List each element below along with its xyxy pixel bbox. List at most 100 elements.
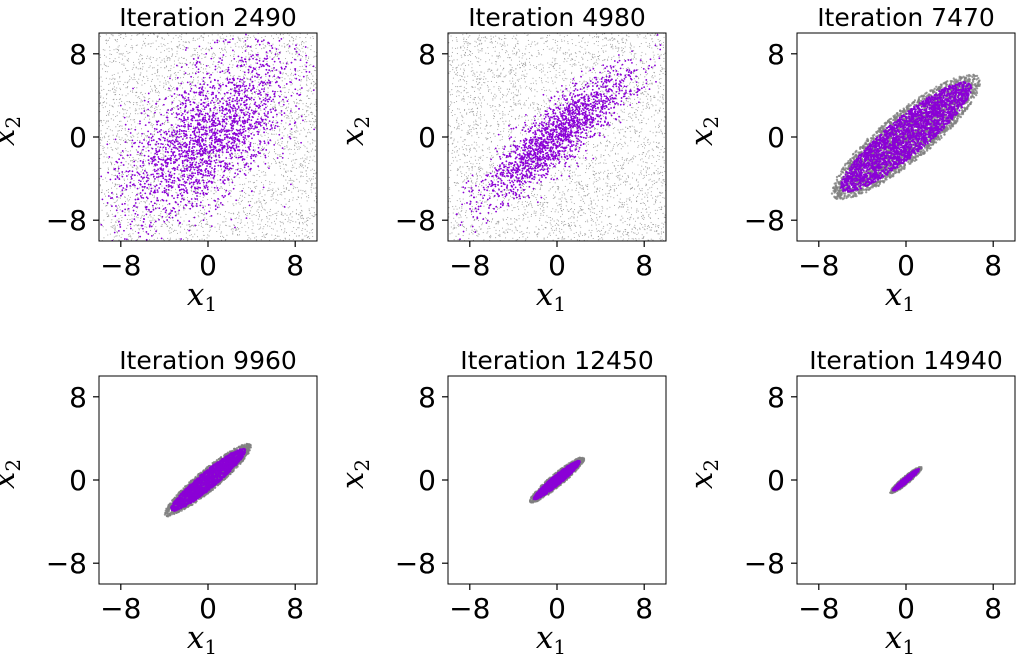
samples-point <box>267 112 269 115</box>
background-point <box>199 222 201 224</box>
background-point <box>146 226 148 228</box>
background-point <box>230 60 232 62</box>
background-point <box>192 68 194 70</box>
background-point <box>267 87 269 89</box>
background-point <box>275 162 277 165</box>
background-point <box>143 62 145 64</box>
background-point <box>298 143 300 145</box>
background-point <box>139 112 141 114</box>
background-point <box>127 59 129 62</box>
samples-point <box>247 68 250 71</box>
background-point <box>151 193 153 195</box>
background-point <box>304 235 306 237</box>
background-point <box>314 126 316 128</box>
samples-point <box>233 87 236 89</box>
samples-point <box>239 84 241 87</box>
background-point <box>298 181 300 183</box>
background-point <box>241 106 243 108</box>
background-point <box>155 119 157 121</box>
background-point <box>285 114 287 116</box>
samples-point <box>281 137 284 140</box>
background-point <box>288 199 291 201</box>
samples-point <box>157 142 160 145</box>
samples-point <box>252 149 255 152</box>
background-point <box>291 182 293 184</box>
background-point <box>296 102 298 104</box>
background-point <box>245 62 248 64</box>
background-point <box>185 62 187 65</box>
background-point <box>280 155 282 158</box>
samples-point <box>183 149 186 152</box>
background-point <box>284 228 286 230</box>
background-point <box>148 210 151 212</box>
background-point <box>301 47 303 49</box>
samples-point <box>165 199 168 202</box>
background-point <box>292 43 294 45</box>
background-point <box>123 140 125 142</box>
background-point <box>100 119 102 122</box>
background-point <box>265 96 267 98</box>
samples-point <box>190 109 192 112</box>
background-point <box>135 149 137 151</box>
background-point <box>178 62 180 64</box>
background-point <box>128 163 130 165</box>
samples-point <box>195 192 197 195</box>
background-point <box>183 57 185 59</box>
background-point <box>180 111 182 114</box>
samples-point <box>236 64 239 67</box>
background-point <box>138 132 140 134</box>
background-point <box>167 76 169 78</box>
samples-point <box>178 125 181 128</box>
background-point <box>231 95 233 97</box>
background-point <box>182 41 184 43</box>
background-point <box>281 141 283 143</box>
background-point <box>167 221 169 223</box>
samples-point <box>243 166 246 169</box>
background-point <box>237 153 239 155</box>
background-point <box>137 113 139 115</box>
samples-point <box>206 72 209 75</box>
background-point <box>199 134 201 136</box>
background-point <box>246 222 249 224</box>
background-point <box>145 45 147 47</box>
background-point <box>116 135 118 138</box>
background-point <box>279 101 281 103</box>
background-point <box>209 110 211 112</box>
samples-point <box>243 63 246 66</box>
background-point <box>140 201 142 203</box>
samples-point <box>167 188 170 191</box>
background-point <box>244 74 246 76</box>
background-point <box>264 203 266 205</box>
background-point <box>131 238 133 240</box>
background-point <box>125 150 127 152</box>
background-point <box>218 160 220 162</box>
samples-point <box>196 171 199 174</box>
background-point <box>107 167 109 169</box>
background-point <box>305 75 307 77</box>
samples-point <box>118 172 121 175</box>
background-point <box>184 228 186 230</box>
background-point <box>144 116 146 118</box>
background-point <box>156 229 158 231</box>
background-point <box>220 231 222 233</box>
background-point <box>267 152 269 154</box>
background-point <box>266 118 268 120</box>
background-point <box>163 58 165 60</box>
background-point <box>291 134 293 136</box>
background-point <box>258 193 260 195</box>
background-point <box>261 135 263 137</box>
samples-point <box>178 113 180 115</box>
samples-point <box>244 135 247 137</box>
background-point <box>284 198 286 200</box>
samples-point <box>206 165 208 167</box>
background-point <box>209 75 211 77</box>
background-point <box>211 53 213 55</box>
background-point <box>177 82 179 84</box>
background-point <box>152 234 154 236</box>
samples-point <box>269 49 271 52</box>
samples-point <box>189 83 192 85</box>
background-point <box>193 108 195 110</box>
background-point <box>304 146 306 148</box>
background-point <box>145 160 147 162</box>
samples-point <box>225 189 228 192</box>
